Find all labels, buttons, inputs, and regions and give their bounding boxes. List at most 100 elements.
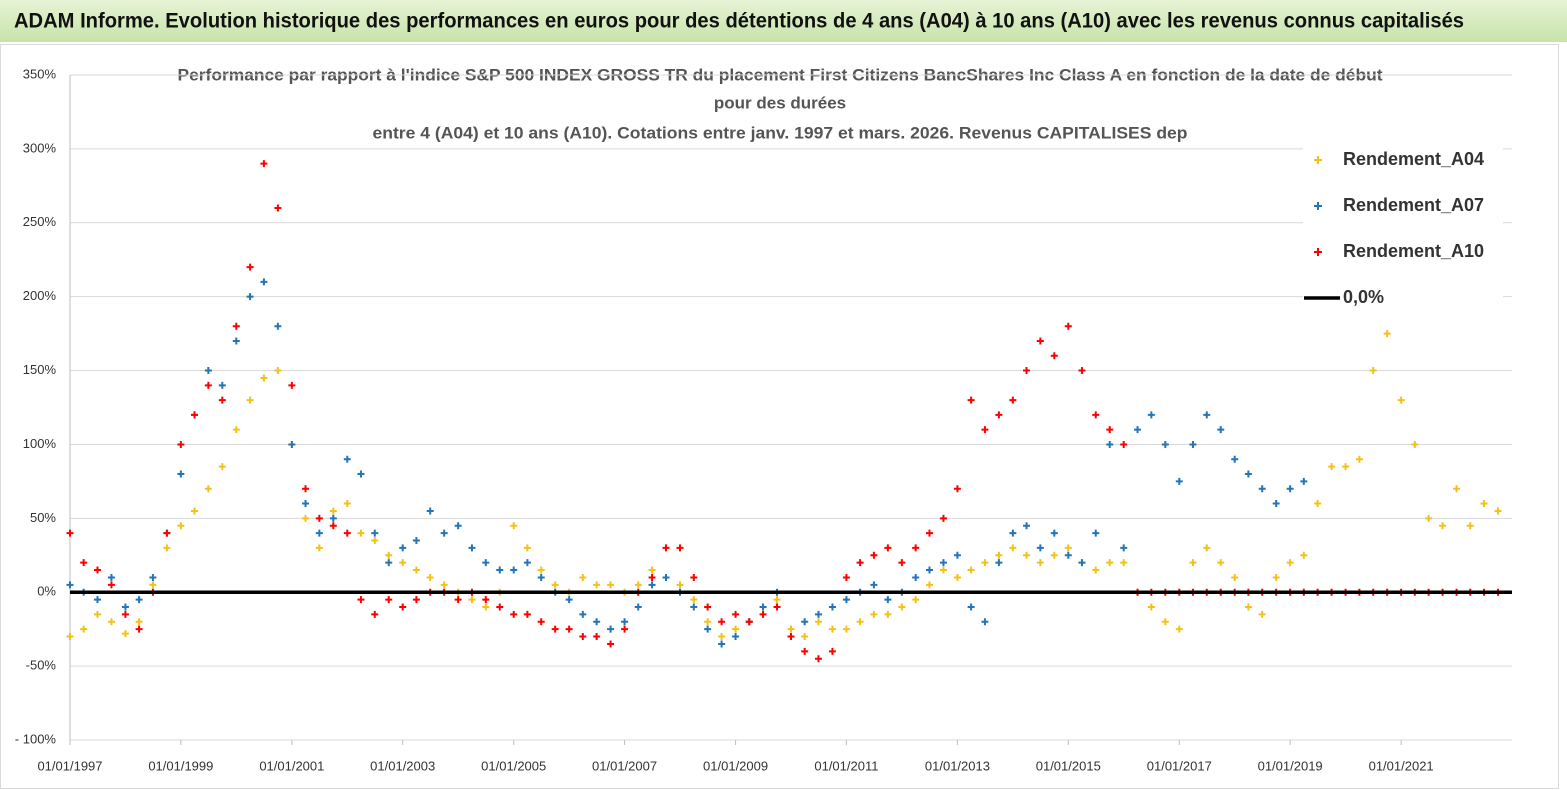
point — [1231, 573, 1239, 581]
legend-marker — [1314, 248, 1322, 256]
point — [121, 603, 129, 611]
point — [1328, 463, 1336, 471]
point — [1092, 411, 1100, 419]
point — [995, 551, 1003, 559]
point — [579, 610, 587, 618]
point — [1300, 477, 1308, 485]
point — [981, 618, 989, 626]
point — [898, 603, 906, 611]
point — [274, 322, 282, 330]
point — [371, 610, 379, 618]
x-tick-label: 01/01/2001 — [259, 758, 324, 773]
point — [759, 610, 767, 618]
point — [1217, 559, 1225, 567]
point — [1064, 544, 1072, 552]
point — [412, 596, 420, 604]
point — [1272, 500, 1280, 508]
legend-marker — [1314, 202, 1322, 210]
point — [371, 529, 379, 537]
point — [995, 559, 1003, 567]
point — [1342, 463, 1350, 471]
y-tick-label: 0% — [37, 584, 56, 599]
point — [107, 581, 115, 589]
point — [329, 514, 337, 522]
point — [1439, 522, 1447, 530]
point — [565, 625, 573, 633]
point — [676, 544, 684, 552]
point — [648, 566, 656, 574]
point — [510, 522, 518, 530]
point — [1411, 440, 1419, 448]
point — [1023, 551, 1031, 559]
point — [412, 537, 420, 544]
x-tick-label: 01/01/2011 — [814, 758, 878, 773]
point — [773, 603, 781, 611]
point — [482, 596, 490, 604]
legend-label: Rendement_A04 — [1343, 149, 1484, 169]
point — [121, 630, 129, 638]
point — [828, 625, 836, 633]
point — [1078, 367, 1086, 375]
point — [149, 581, 157, 589]
point — [288, 440, 296, 448]
point — [66, 633, 74, 641]
point — [579, 633, 587, 641]
point — [1161, 618, 1169, 626]
point — [1009, 529, 1017, 537]
point — [1036, 544, 1044, 552]
point — [814, 655, 822, 663]
point — [1258, 610, 1266, 618]
point — [842, 625, 850, 633]
point — [357, 596, 365, 604]
point — [981, 559, 989, 567]
point — [801, 633, 809, 641]
point — [191, 507, 199, 515]
point — [204, 381, 212, 389]
point — [551, 625, 559, 633]
point — [482, 603, 490, 611]
point — [260, 160, 268, 168]
point — [107, 573, 115, 581]
point — [385, 551, 393, 559]
point — [981, 426, 989, 434]
point — [1134, 426, 1142, 434]
legend-marker — [1314, 156, 1322, 164]
x-tick-label: 01/01/2005 — [481, 758, 546, 773]
point — [593, 618, 601, 626]
legend-box — [1303, 138, 1503, 318]
point — [1355, 455, 1363, 463]
point — [676, 581, 684, 589]
point — [759, 603, 767, 611]
point — [634, 603, 642, 611]
point — [510, 610, 518, 618]
header-bar — [0, 0, 1567, 42]
point — [1217, 426, 1225, 434]
point — [302, 500, 310, 508]
point — [648, 573, 656, 581]
point — [135, 596, 143, 604]
y-tick-label: 300% — [23, 140, 57, 155]
point — [1175, 477, 1183, 485]
point — [1397, 396, 1405, 404]
point — [842, 573, 850, 581]
point — [357, 470, 365, 478]
x-tick-label: 01/01/2021 — [1369, 758, 1434, 773]
point — [704, 625, 712, 633]
point — [912, 544, 920, 552]
point — [288, 381, 296, 389]
point — [579, 573, 587, 581]
point — [551, 581, 559, 589]
point — [732, 610, 740, 618]
point — [510, 566, 518, 574]
point — [828, 603, 836, 611]
point — [1286, 485, 1294, 493]
point — [343, 529, 351, 537]
point — [690, 603, 698, 611]
x-tick-label: 01/01/1999 — [148, 758, 213, 773]
point — [412, 566, 420, 574]
point — [1203, 411, 1211, 419]
point — [856, 618, 864, 626]
point — [662, 573, 670, 581]
point — [1203, 544, 1211, 552]
point — [814, 610, 822, 618]
